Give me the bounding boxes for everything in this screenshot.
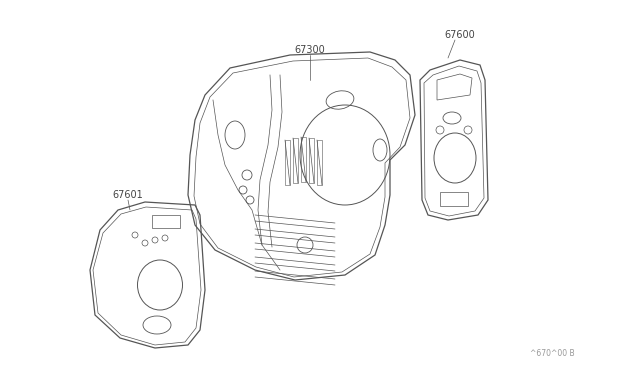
Text: 67600: 67600 (445, 30, 476, 40)
Text: 67601: 67601 (113, 190, 143, 200)
Text: 67300: 67300 (294, 45, 325, 55)
Text: ^670^00 B: ^670^00 B (531, 349, 575, 358)
